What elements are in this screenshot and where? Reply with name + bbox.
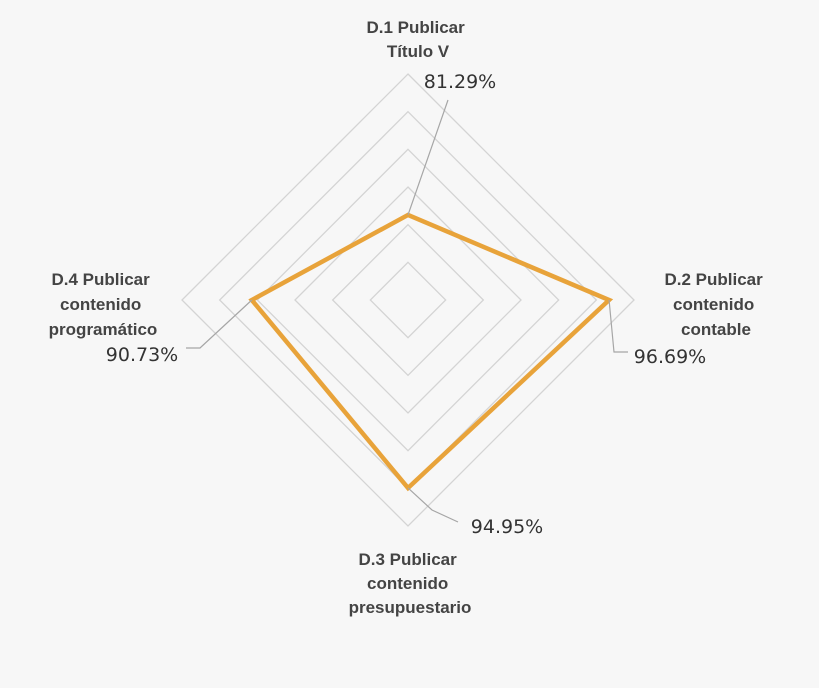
- radar-series: [248, 212, 614, 492]
- category-label-d1-line1: D.1 Publicar: [367, 18, 466, 37]
- data-label-d1: 81.29%: [424, 71, 496, 93]
- category-label-d4: D.4 Publicar contenido programático: [49, 270, 158, 339]
- leader-line-d1: [407, 99, 449, 216]
- category-label-d3-line3: presupuestario: [349, 598, 472, 617]
- series-line: [248, 212, 614, 492]
- category-label-d4-line3: programático: [49, 320, 158, 339]
- category-label-d4-line1: D.4 Publicar: [52, 270, 151, 289]
- data-label-d2: 96.69%: [634, 346, 706, 368]
- leader-lines: [186, 99, 628, 523]
- category-label-d2-line3: contable: [681, 320, 751, 339]
- category-label-d1-line2: Título V: [387, 42, 450, 61]
- category-label-d3-line1: D.3 Publicar: [359, 550, 458, 569]
- category-label-d3: D.3 Publicar contenido presupuestario: [349, 550, 472, 617]
- category-label-d2-line1: D.2 Publicar: [665, 270, 764, 289]
- leader-line-d3: [407, 487, 459, 523]
- category-label-d2: D.2 Publicar contenido contable: [665, 270, 768, 339]
- grid-ring-1: [369, 261, 447, 339]
- data-label-d4: 90.73%: [106, 344, 178, 366]
- leader-line-d4: [186, 299, 253, 349]
- grid-ring-2: [331, 223, 485, 377]
- category-label-d3-line2: contenido: [367, 574, 448, 593]
- grid-ring-5: [218, 110, 598, 490]
- grid-ring-3: [294, 186, 522, 414]
- grid-ring-4: [256, 148, 560, 452]
- data-label-d3: 94.95%: [471, 516, 543, 538]
- category-label-d4-line2: contenido: [60, 295, 141, 314]
- category-label-d1: D.1 Publicar Título V: [367, 18, 470, 61]
- grid-ring-6: [181, 73, 635, 527]
- category-label-d2-line2: contenido: [673, 295, 754, 314]
- leader-line-d2: [608, 299, 628, 353]
